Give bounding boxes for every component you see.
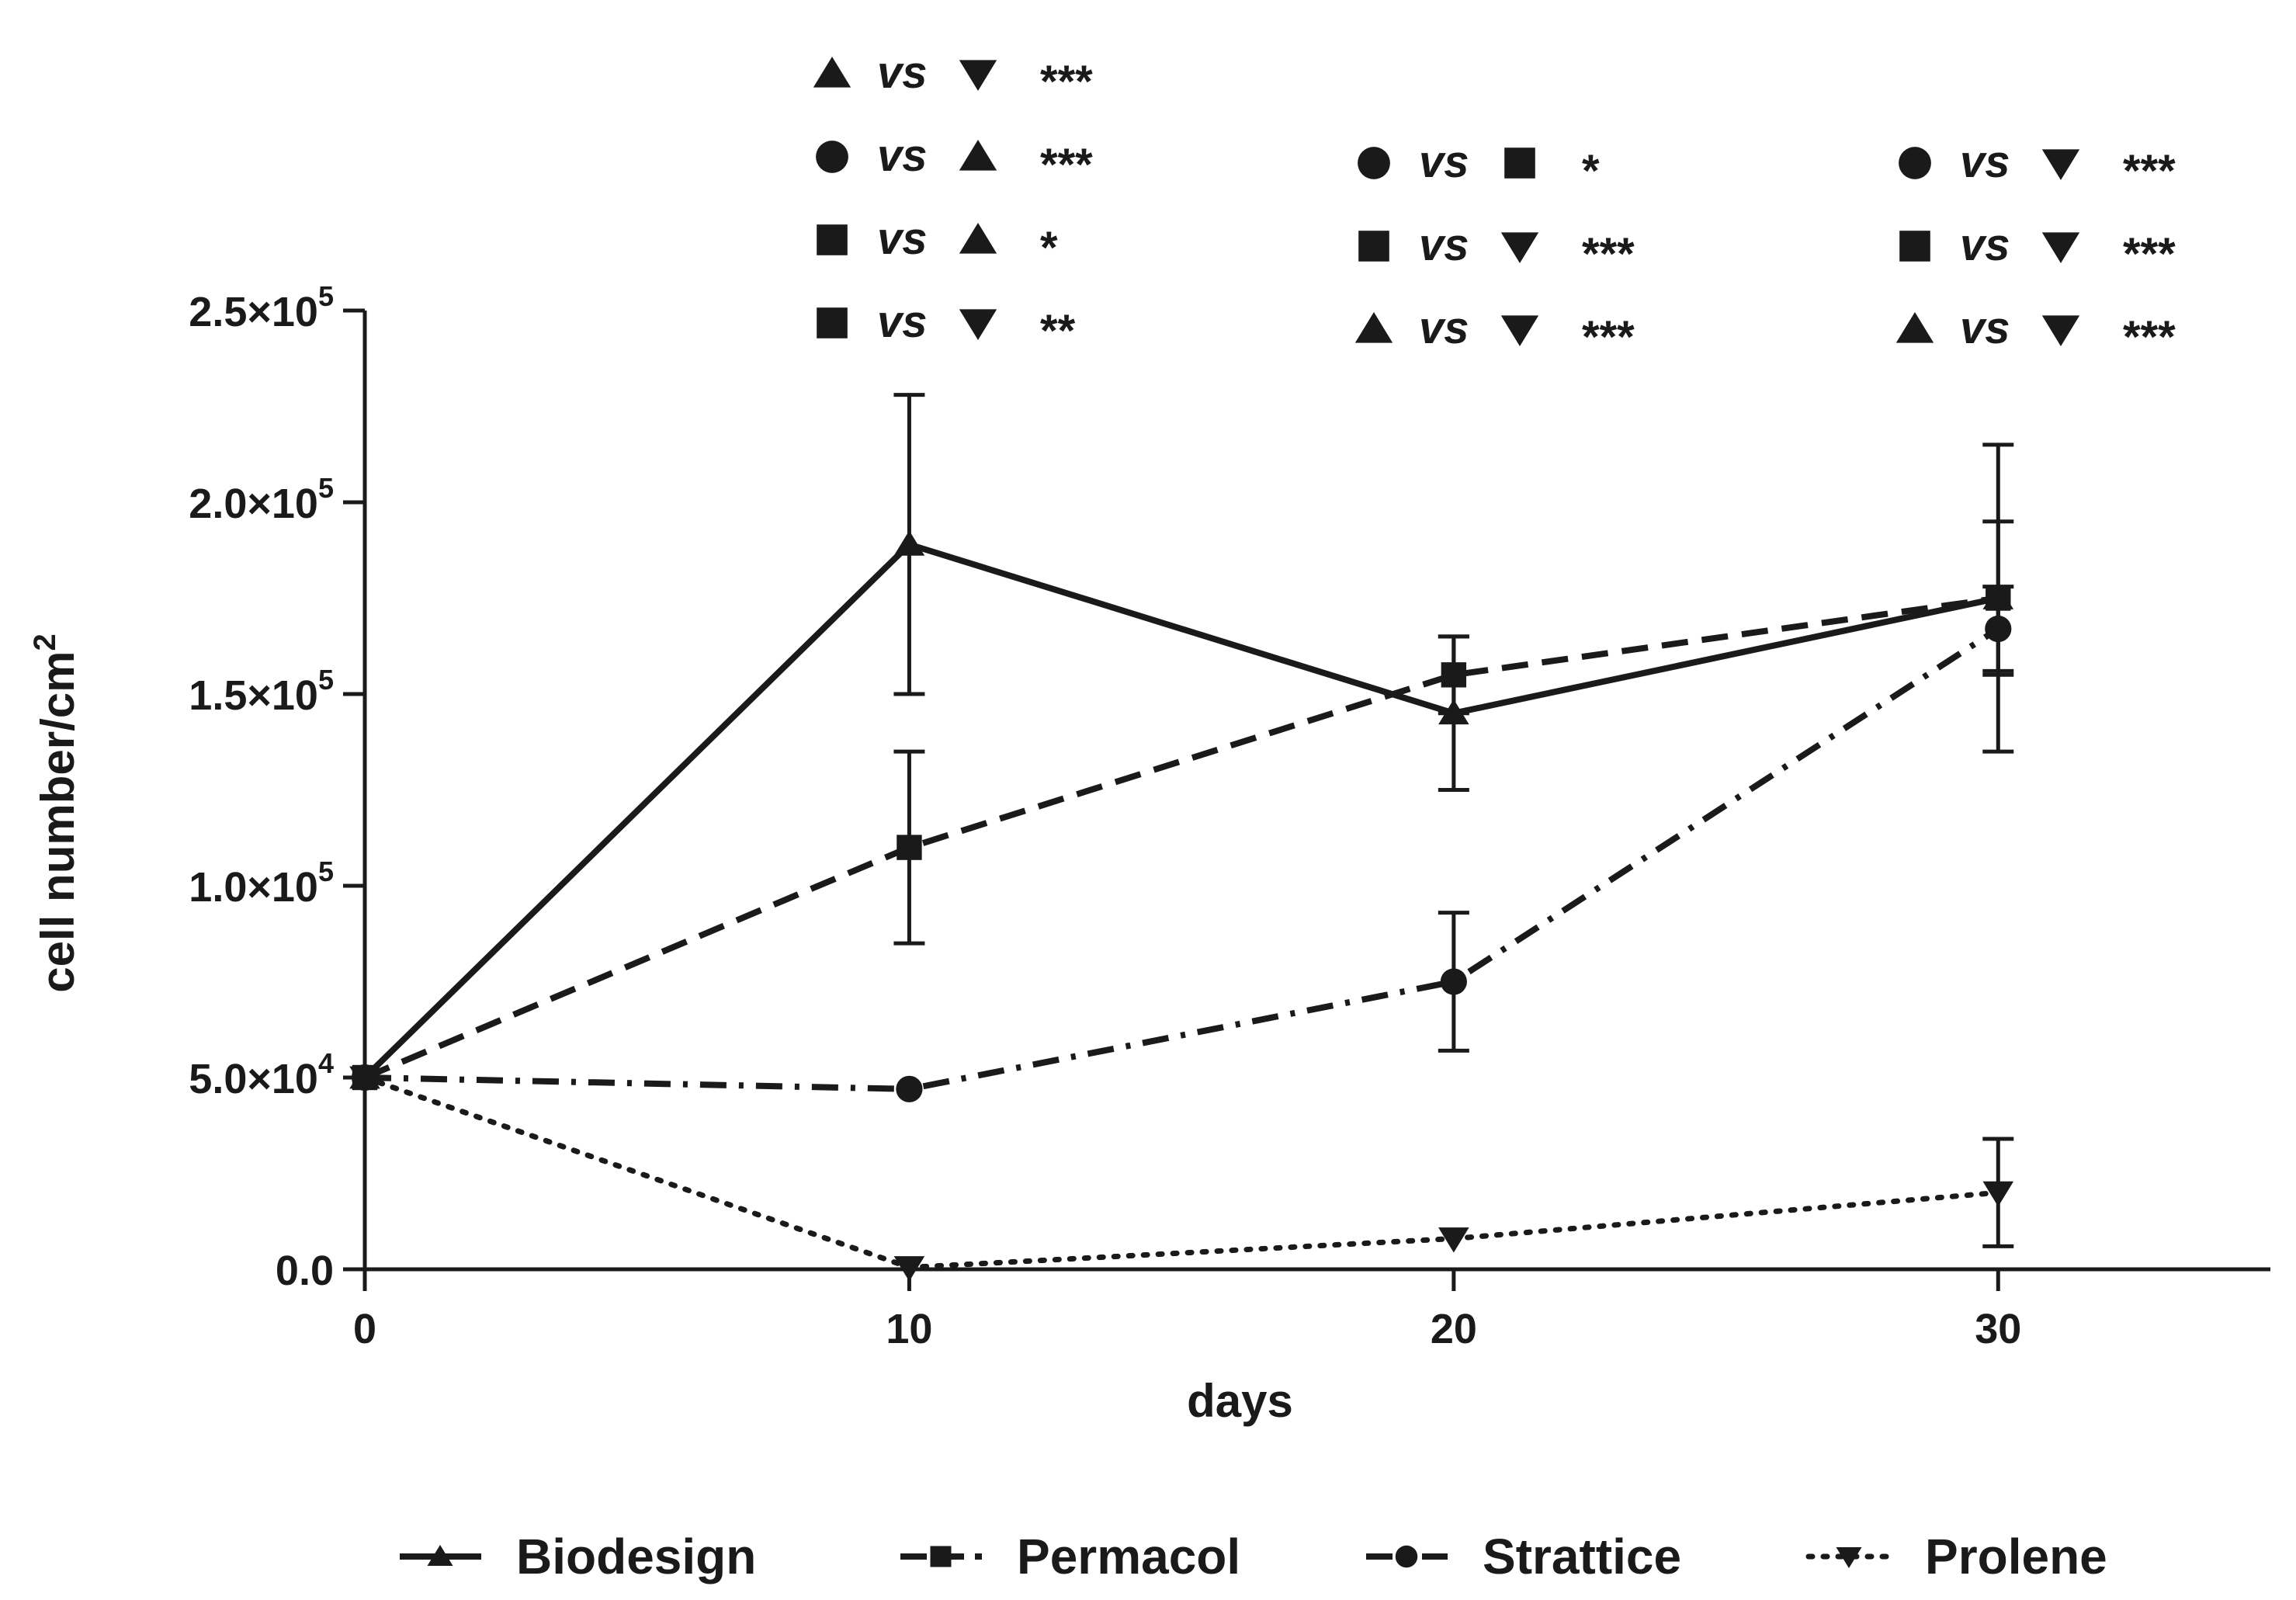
series <box>349 393 2014 1282</box>
significance-stars: *** <box>1040 140 1093 190</box>
series-line <box>363 595 1999 1081</box>
comparison-marker-b <box>1500 232 1539 263</box>
comparison-marker-a <box>813 57 851 88</box>
y-axis-label-superscript: 2 <box>28 633 62 651</box>
vs-label: vs <box>877 297 928 347</box>
series-line <box>362 1074 2001 1271</box>
significance-block: vs *** vs *** vs * vs ** <box>813 47 1093 356</box>
significance-stars: *** <box>2123 312 2176 363</box>
vs-label: vs <box>1419 303 1469 353</box>
data-point <box>893 530 925 556</box>
data-point <box>349 1066 380 1092</box>
comparison-marker-b <box>2041 232 2080 263</box>
comparison-marker-a <box>816 141 848 173</box>
comparison-marker-b <box>959 60 997 91</box>
series-prolene <box>349 1066 2014 1282</box>
legend-item-biodesign: Biodesign <box>400 1529 756 1584</box>
comparison-marker-b <box>2041 315 2080 346</box>
y-ticks: 0.0 5.0×104 1.0×105 1.5×105 2.0×105 2.5×105 <box>189 280 365 1294</box>
vs-label: vs <box>1419 220 1469 270</box>
vs-label: vs <box>877 47 928 98</box>
comparison-marker-a <box>817 307 848 338</box>
x-tick-label: 10 <box>886 1306 932 1352</box>
comparison-marker-b <box>959 223 997 254</box>
significance-stars: *** <box>1582 229 1635 279</box>
comparison-marker-a <box>1895 312 1934 343</box>
y-tick-label: 2.0×105 <box>189 472 334 527</box>
vs-label: vs <box>1960 137 2010 187</box>
y-tick-label: 0.0 <box>276 1248 334 1294</box>
significance-block: vs * vs *** vs *** <box>1354 137 1635 363</box>
comparison-marker-b <box>1504 148 1535 179</box>
legend-marker <box>930 1546 952 1567</box>
significance-stars: *** <box>2123 229 2176 279</box>
comparison-marker-a <box>1899 147 1931 179</box>
x-tick-label: 20 <box>1431 1306 1477 1352</box>
significance-stars: * <box>1040 223 1058 273</box>
legend-item-strattice: Strattice <box>1366 1529 1681 1584</box>
y-axis-label: cell number/cm2 <box>28 633 84 992</box>
vs-label: vs <box>1960 303 2010 353</box>
data-point <box>896 1075 923 1102</box>
vs-label: vs <box>877 130 928 181</box>
data-point <box>1438 1227 1469 1253</box>
legend-label: Strattice <box>1483 1529 1681 1584</box>
data-point <box>893 1256 925 1282</box>
comparison-marker-b <box>959 309 997 340</box>
y-tick-label: 2.5×105 <box>189 280 334 335</box>
comparison-marker-b <box>2041 149 2080 180</box>
legend-item-permacol: Permacol <box>900 1529 1240 1584</box>
x-tick-label: 30 <box>1975 1306 2021 1352</box>
axes: days cell number/cm2 0.0 5.0×104 1.0×105 1.… <box>28 280 2270 1427</box>
series-permacol <box>352 519 2014 1091</box>
data-point <box>1440 968 1467 995</box>
y-axis-label-main: cell number/cm <box>32 651 84 993</box>
significance-stars: *** <box>1582 312 1635 363</box>
vs-label: vs <box>877 213 928 264</box>
significance-stars: * <box>1582 146 1600 196</box>
comparison-marker-a <box>1358 231 1389 262</box>
comparison-marker-a <box>1899 231 1930 262</box>
legend-marker <box>1836 1547 1862 1568</box>
comparison-marker-b <box>959 140 997 171</box>
significance-block: vs *** vs *** vs *** <box>1895 137 2176 363</box>
legend-item-prolene: Prolene <box>1805 1529 2107 1584</box>
legend-label: Prolene <box>1925 1529 2107 1584</box>
series-biodesign <box>349 393 2014 1089</box>
comparison-marker-a <box>1358 147 1390 179</box>
data-point <box>897 835 922 860</box>
legend-marker <box>1395 1545 1418 1568</box>
y-tick-label: 5.0×104 <box>189 1047 334 1102</box>
data-point <box>1441 662 1467 688</box>
significance-stars: *** <box>2123 146 2176 196</box>
series-line <box>364 626 2000 1092</box>
comparison-marker-b <box>1500 315 1539 346</box>
comparison-marker-a <box>817 224 848 255</box>
series-line <box>362 540 1999 1080</box>
y-tick-label: 1.5×105 <box>189 664 334 719</box>
comparison-marker-a <box>1354 312 1393 343</box>
x-tick-label: 0 <box>353 1306 376 1352</box>
legend-marker <box>427 1545 453 1566</box>
vs-label: vs <box>1419 137 1469 187</box>
legend-label: Biodesign <box>516 1529 756 1584</box>
legend-label: Permacol <box>1017 1529 1240 1584</box>
significance-stars: *** <box>1040 57 1093 107</box>
x-axis-label: days <box>1187 1375 1293 1427</box>
x-ticks: 0 10 20 30 <box>353 1269 2021 1352</box>
legend: Biodesign Permacol Strattice Prolene <box>400 1529 2107 1584</box>
significance-annotations: vs *** vs *** vs * vs ** vs * vs *** vs *** vs *** vs ***… <box>813 47 2176 363</box>
y-tick-label: 1.0×105 <box>189 856 334 911</box>
significance-stars: ** <box>1040 306 1076 356</box>
data-point <box>1982 1181 2014 1207</box>
vs-label: vs <box>1960 220 2010 270</box>
data-point <box>1985 615 2012 643</box>
